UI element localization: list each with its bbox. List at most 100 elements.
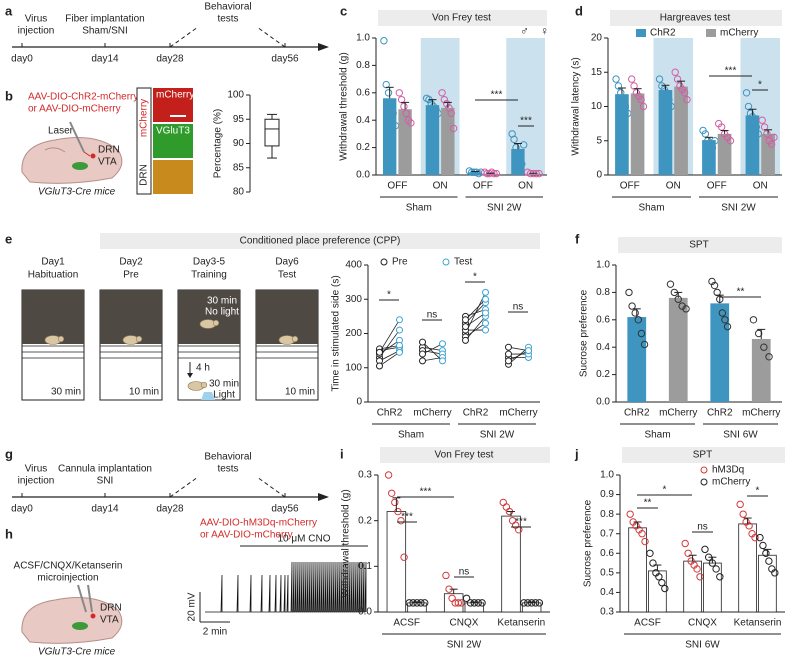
panel-label: g: [5, 446, 13, 461]
data-point: [750, 116, 759, 124]
bar: [627, 317, 647, 402]
stage-note: 30 min: [209, 379, 239, 390]
data-point: [388, 489, 396, 497]
data-point: [625, 288, 633, 297]
x-tick-label: ChR2: [624, 408, 650, 419]
y-tick-label: 0.8: [356, 60, 370, 71]
mouse-label: VGluT3-Cre mice: [38, 187, 116, 198]
bar: [425, 105, 440, 175]
pair-line: [422, 343, 443, 355]
data-point: [739, 510, 747, 518]
region-label: DRN: [100, 603, 122, 614]
pair-line: [379, 352, 400, 367]
y-tick-label: 80: [233, 187, 245, 198]
title-box: [380, 447, 550, 463]
panel-label: f: [575, 231, 580, 246]
data-point: [765, 557, 773, 565]
x-tick-label: ON: [666, 181, 681, 192]
significance-label: ns: [513, 302, 524, 313]
stage-duration: 10 min: [129, 387, 159, 398]
y-tick-label: 0.0: [596, 397, 610, 408]
data-point: [389, 109, 397, 118]
y-tick-label: 0.2: [596, 369, 610, 380]
chart-title: SPT: [693, 450, 712, 461]
data-point: [535, 599, 544, 607]
data-point: [771, 569, 779, 577]
data-point: [474, 599, 482, 607]
data-point: [760, 343, 768, 351]
legend-marker: [700, 466, 708, 474]
event-label: injection: [18, 476, 55, 487]
data-point: [397, 516, 405, 525]
data-point: [723, 322, 732, 331]
x-tick-label: Ketanserin: [497, 618, 545, 629]
stage-day: Day1: [41, 257, 65, 268]
data-point: [708, 277, 716, 286]
data-point: [449, 124, 458, 133]
data-point: [736, 500, 744, 509]
stage-interval: 4 h: [196, 363, 210, 374]
vta-region: [72, 622, 88, 630]
y-tick-label: 300: [345, 294, 362, 305]
bar: [717, 133, 732, 175]
data-point: [466, 599, 475, 607]
data-point: [682, 305, 690, 313]
day-label: day0: [11, 504, 33, 515]
y-tick-label: 100: [227, 90, 244, 101]
stage-note: Light: [213, 390, 235, 401]
data-point: [712, 565, 720, 573]
data-point: [505, 343, 512, 351]
y-tick-label: 0.4: [356, 115, 370, 126]
data-point: [395, 89, 403, 97]
data-point: [673, 75, 682, 83]
y-tick-label: 85: [233, 162, 245, 173]
chart-title: Von Frey test: [435, 450, 494, 461]
sex-symbol: ♂: [520, 24, 529, 38]
pair-line: [465, 316, 486, 341]
data-point: [767, 140, 776, 148]
panel-title: Conditioned place preference (CPP): [240, 236, 401, 247]
significance-label: *: [758, 80, 762, 91]
data-point: [419, 350, 426, 358]
panel-label: a: [5, 3, 13, 18]
y-axis-label: Sucrose preference: [583, 499, 594, 587]
mouse-head: [57, 335, 65, 343]
data-point: [649, 559, 657, 567]
bar: [668, 297, 688, 402]
y-tick-label: 0: [356, 397, 362, 408]
dashed-line: [169, 476, 199, 498]
data-point: [409, 599, 417, 607]
panel-label: d: [575, 3, 583, 18]
data-point: [505, 357, 512, 365]
x-tick-label: ACSF: [393, 618, 420, 629]
stage-day: Day6: [275, 257, 299, 268]
data-point: [462, 323, 469, 331]
data-point: [721, 316, 729, 324]
y-tick-label: 0: [596, 170, 602, 181]
stage-name: Habituation: [28, 270, 79, 281]
y-tick-label: 0.6: [600, 548, 614, 559]
data-point: [765, 353, 773, 361]
data-point: [400, 553, 408, 561]
bar: [761, 133, 775, 175]
panel-label: e: [5, 231, 12, 246]
data-point: [637, 329, 646, 338]
data-point: [527, 599, 536, 607]
data-point: [525, 347, 532, 355]
data-point: [478, 599, 486, 607]
data-point: [396, 316, 403, 324]
title-box: [618, 237, 782, 253]
significance-label: *: [663, 485, 667, 496]
bar: [702, 140, 716, 175]
data-point: [396, 348, 403, 356]
data-point: [619, 95, 627, 104]
data-point: [482, 326, 489, 334]
data-point: [759, 541, 767, 550]
virus-label: AAV-DIO-hM3Dq-mCherry: [200, 518, 317, 529]
title-box: [378, 10, 547, 26]
data-point: [628, 75, 636, 83]
data-point: [638, 530, 646, 538]
event-label: Cannula implantation: [58, 464, 152, 475]
data-point: [661, 584, 669, 593]
y-tick-label: 10: [591, 101, 603, 112]
